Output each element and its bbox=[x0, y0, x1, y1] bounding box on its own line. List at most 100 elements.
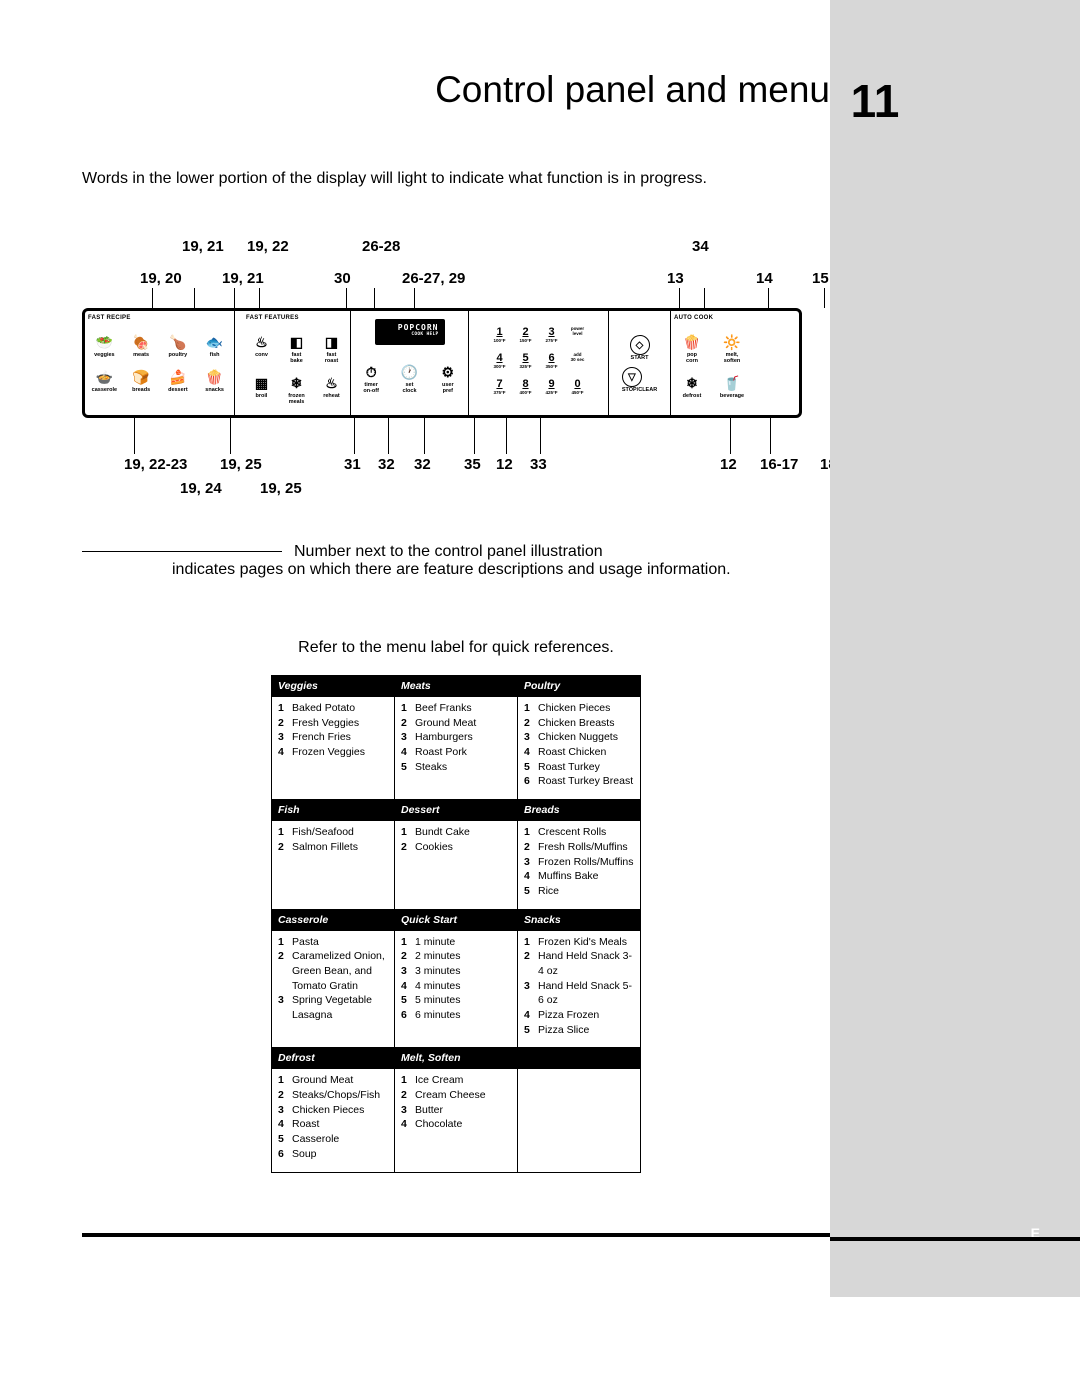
panel-key-casserole[interactable]: 🍲casserole bbox=[90, 368, 118, 393]
menu-item: Frozen Kid's Meals bbox=[524, 935, 634, 950]
menu-item: Ground Meat bbox=[401, 716, 511, 731]
page-title: Control panel and menu bbox=[435, 69, 830, 111]
panel-key-fish[interactable]: 🐟fish bbox=[201, 333, 229, 358]
start-button[interactable]: ◇ bbox=[630, 335, 650, 355]
menu-item: Cookies bbox=[401, 840, 511, 855]
numpad-key-4[interactable]: 4300°F bbox=[489, 352, 511, 376]
numpad-key-5[interactable]: 5325°F bbox=[515, 352, 537, 376]
numpad-key-6[interactable]: 6350°F bbox=[541, 352, 563, 376]
menu-item: Soup bbox=[278, 1147, 388, 1162]
menu-header: Meats bbox=[395, 676, 518, 697]
menu-item: Roast bbox=[278, 1117, 388, 1132]
panel-key-veggies[interactable]: 🥗veggies bbox=[90, 333, 118, 358]
menu-item: Butter bbox=[401, 1103, 511, 1118]
menu-item: Steaks bbox=[401, 760, 511, 775]
menu-item: 4 minutes bbox=[401, 979, 511, 994]
stop-clear-button[interactable]: ▽ bbox=[622, 367, 642, 387]
page-number: 11 bbox=[830, 74, 920, 128]
menu-item: Hamburgers bbox=[401, 730, 511, 745]
menu-item: Frozen Rolls/Muffins bbox=[524, 855, 634, 870]
menu-item: Steaks/Chops/Fish bbox=[278, 1088, 388, 1103]
numpad-key-2[interactable]: 2150°F bbox=[515, 326, 537, 350]
page-ref-callout: 19, 25 bbox=[260, 480, 302, 497]
menu-item: Fresh Rolls/Muffins bbox=[524, 840, 634, 855]
numpad-key-0[interactable]: 0450°F bbox=[567, 378, 589, 402]
caption-line1: Number next to the control panel illustr… bbox=[294, 543, 603, 561]
page-ref-callout: 19, 22 bbox=[247, 238, 289, 255]
panel-key-melt,[interactable]: 🔆melt,soften bbox=[718, 333, 746, 364]
panel-key-user[interactable]: ⚙userpref bbox=[434, 363, 462, 394]
menu-intro: Refer to the menu label for quick refere… bbox=[82, 639, 830, 657]
menu-item: Hand Held Snack 3-4 oz bbox=[524, 949, 634, 978]
menu-item: French Fries bbox=[278, 730, 388, 745]
page-ref-callout: 19, 21 bbox=[222, 270, 264, 287]
menu-item: Pasta bbox=[278, 935, 388, 950]
page-ref-callout: 13 bbox=[667, 270, 684, 287]
menu-item: Baked Potato bbox=[278, 701, 388, 716]
numpad-key-7[interactable]: 7375°F bbox=[489, 378, 511, 402]
menu-item: 1 minute bbox=[401, 935, 511, 950]
menu-item: Frozen Veggies bbox=[278, 745, 388, 760]
panel-key-beverage[interactable]: 🥤beverage bbox=[718, 374, 746, 399]
menu-item: Pizza Frozen bbox=[524, 1008, 634, 1023]
numpad-key-power-level[interactable]: powerlevel bbox=[567, 326, 589, 350]
display-screen: POPCORN COOK HELP bbox=[375, 319, 445, 345]
menu-cell: Ice CreamCream CheeseButterChocolate bbox=[395, 1069, 518, 1172]
menu-item: Roast Turkey Breast bbox=[524, 774, 634, 789]
menu-header: Quick Start bbox=[395, 909, 518, 930]
menu-header: Poultry bbox=[518, 676, 641, 697]
panel-key-set[interactable]: 🕐setclock bbox=[395, 363, 423, 394]
panel-key-poultry[interactable]: 🍗poultry bbox=[164, 333, 192, 358]
menu-item: Roast Turkey bbox=[524, 760, 634, 775]
page-ref-callout: 19, 25 bbox=[220, 456, 262, 473]
menu-cell: Crescent RollsFresh Rolls/MuffinsFrozen … bbox=[518, 821, 641, 909]
numpad-key-3[interactable]: 3275°F bbox=[541, 326, 563, 350]
page-ref-callout: 30 bbox=[334, 270, 351, 287]
caption-line2: indicates pages on which there are featu… bbox=[172, 561, 830, 579]
menu-item: Pizza Slice bbox=[524, 1023, 634, 1038]
menu-cell: 1 minute2 minutes3 minutes4 minutes5 min… bbox=[395, 930, 518, 1048]
panel-key-broil[interactable]: ▦broil bbox=[248, 374, 276, 405]
menu-item: Bundt Cake bbox=[401, 825, 511, 840]
panel-key-snacks[interactable]: 🍿snacks bbox=[201, 368, 229, 393]
menu-item: Beef Franks bbox=[401, 701, 511, 716]
panel-key-fast[interactable]: ◧fastbake bbox=[283, 333, 311, 364]
panel-key-timer[interactable]: ⏱timeron-off bbox=[357, 363, 385, 394]
numpad-key-9[interactable]: 9425°F bbox=[541, 378, 563, 402]
page-ref-callout: 12 bbox=[720, 456, 737, 473]
panel-key-pop[interactable]: 🍿popcorn bbox=[678, 333, 706, 364]
menu-header: Casserole bbox=[272, 909, 395, 930]
auto-cook-title: AUTO COOK bbox=[674, 315, 750, 321]
panel-key-defrost[interactable]: ❄defrost bbox=[678, 374, 706, 399]
panel-key-reheat[interactable]: ♨reheat bbox=[318, 374, 346, 405]
menu-header: Snacks bbox=[518, 909, 641, 930]
menu-item: 6 minutes bbox=[401, 1008, 511, 1023]
numpad-key-1[interactable]: 1100°F bbox=[489, 326, 511, 350]
fast-features-title: FAST FEATURES bbox=[246, 315, 347, 321]
panel-key-dessert[interactable]: 🍰dessert bbox=[164, 368, 192, 393]
panel-key-meats[interactable]: 🍖meats bbox=[127, 333, 155, 358]
menu-cell: Ground MeatSteaks/Chops/FishChicken Piec… bbox=[272, 1069, 395, 1172]
menu-item: 3 minutes bbox=[401, 964, 511, 979]
menu-item: Muffins Bake bbox=[524, 869, 634, 884]
panel-key-breads[interactable]: 🍞breads bbox=[127, 368, 155, 393]
menu-item: Chocolate bbox=[401, 1117, 511, 1132]
bottom-rule bbox=[82, 1233, 830, 1237]
page-ref-callout: 15 bbox=[812, 270, 829, 287]
menu-item: Salmon Fillets bbox=[278, 840, 388, 855]
page-ref-callout: 12 bbox=[496, 456, 513, 473]
menu-cell: Chicken PiecesChicken BreastsChicken Nug… bbox=[518, 697, 641, 800]
panel-key-conv[interactable]: ♨conv bbox=[248, 333, 276, 364]
fast-recipe-title: FAST RECIPE bbox=[88, 315, 231, 321]
menu-item: Chicken Pieces bbox=[524, 701, 634, 716]
page-ref-callout: 16-17 bbox=[760, 456, 798, 473]
menu-item: Caramelized Onion, Green Bean, and Tomat… bbox=[278, 949, 388, 993]
page-ref-callout: 26-28 bbox=[362, 238, 400, 255]
menu-cell: Fish/SeafoodSalmon Fillets bbox=[272, 821, 395, 909]
panel-key-fast[interactable]: ◨fastroast bbox=[318, 333, 346, 364]
control-panel-box: FAST RECIPE 🥗veggies🍖meats🍗poultry🐟fish … bbox=[82, 308, 802, 418]
panel-key-frozen[interactable]: ❄frozenmeals bbox=[283, 374, 311, 405]
menu-header: Fish bbox=[272, 800, 395, 821]
numpad-key-8[interactable]: 8400°F bbox=[515, 378, 537, 402]
numpad-key-add-30-sec[interactable]: add30 sec bbox=[567, 352, 589, 376]
